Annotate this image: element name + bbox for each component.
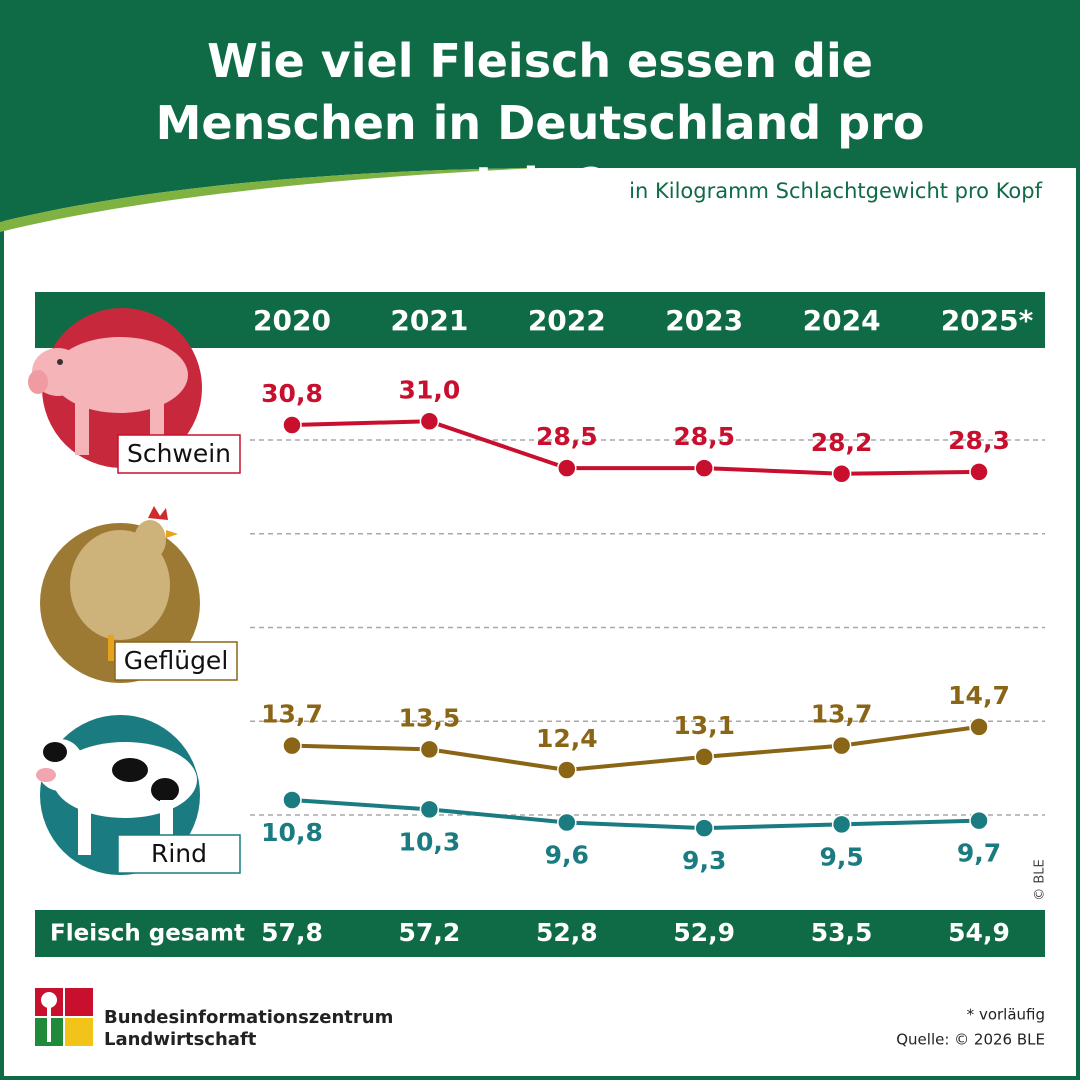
data-point	[557, 812, 577, 833]
header-band	[0, 0, 1080, 222]
data-label: 31,0	[399, 375, 461, 404]
data-point	[694, 818, 714, 838]
copyright: © BLE	[1033, 859, 1048, 901]
legend-label: Rind	[151, 839, 207, 868]
legend-label: Schwein	[127, 439, 231, 468]
x-tick-label: 2024	[803, 304, 881, 337]
x-tick-label: 2020	[253, 304, 331, 337]
data-point	[694, 747, 714, 767]
total-value: 54,9	[948, 918, 1010, 947]
logo-mark	[35, 988, 93, 1046]
totals-bar	[35, 910, 1045, 957]
data-label: 28,5	[536, 422, 598, 451]
data-label: 14,7	[948, 681, 1010, 710]
data-point	[831, 735, 852, 756]
total-value: 57,8	[261, 918, 323, 947]
x-tick-label: 2022	[528, 304, 606, 337]
subtitle: in Kilogramm Schlachtgewicht pro Kopf	[629, 179, 1042, 203]
data-label: 9,3	[682, 846, 726, 875]
legend-label: Geflügel	[124, 646, 229, 675]
legend-box	[114, 641, 238, 681]
data-label: 9,6	[545, 841, 589, 870]
data-point	[282, 790, 302, 810]
data-point	[419, 739, 440, 760]
total-value: 52,8	[536, 918, 598, 947]
legend-box	[117, 834, 241, 874]
data-label: 13,7	[811, 700, 873, 729]
data-label: 10,8	[261, 818, 323, 847]
data-point	[831, 814, 852, 835]
data-label: 13,1	[673, 711, 735, 740]
data-label: 10,3	[399, 827, 461, 856]
data-point	[969, 717, 989, 737]
data-point	[694, 458, 714, 478]
total-value: 57,2	[399, 918, 461, 947]
series-line	[291, 724, 980, 772]
logo-text: Bundesinformationszentrum	[104, 1007, 393, 1028]
data-point	[557, 458, 577, 478]
x-tick-label: 2023	[665, 304, 743, 337]
x-tick-label: 2021	[390, 304, 468, 337]
data-point	[419, 411, 440, 431]
data-label: 28,2	[811, 428, 873, 457]
data-point	[831, 464, 852, 484]
x-tick-label: 2025*	[941, 304, 1034, 337]
series-line	[291, 419, 980, 476]
data-label: 28,5	[673, 422, 735, 451]
data-point	[557, 760, 577, 780]
data-label: 13,5	[399, 703, 461, 732]
data-label: 12,4	[536, 724, 598, 753]
series-line	[291, 798, 980, 831]
header-swoosh	[0, 168, 540, 232]
source: Quelle: © 2026 BLE	[896, 1031, 1045, 1049]
data-point	[282, 415, 302, 435]
data-point	[419, 799, 440, 820]
legend-box	[117, 434, 241, 474]
data-point	[282, 735, 302, 756]
year-header-bar	[35, 292, 1045, 348]
data-label: 30,8	[261, 379, 323, 408]
data-label: 28,3	[948, 426, 1010, 455]
data-point	[969, 810, 989, 831]
footnote: * vorläufig	[967, 1006, 1045, 1024]
total-value: 53,5	[811, 918, 873, 947]
total-value: 52,9	[673, 918, 735, 947]
chart-title: Wie viel Fleisch essen die Menschen in D…	[155, 34, 925, 212]
data-label: 13,7	[261, 700, 323, 729]
data-label: 9,5	[819, 842, 863, 871]
data-point	[969, 462, 989, 482]
data-label: 9,7	[957, 839, 1001, 868]
totals-label: Fleisch gesamt	[50, 921, 245, 947]
logo-text: Landwirtschaft	[104, 1029, 257, 1050]
pig-illustration	[28, 308, 202, 468]
